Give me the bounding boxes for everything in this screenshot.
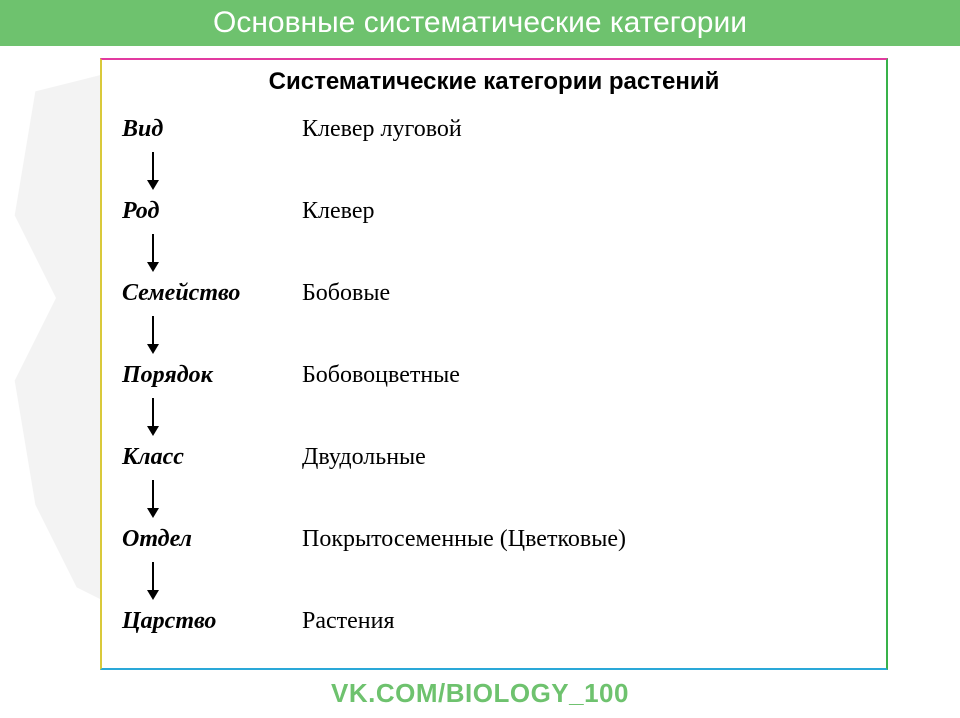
- taxonomy-row: ОтделПокрытосеменные (Цветковые): [122, 518, 866, 560]
- taxonomy-row: ВидКлевер луговой: [122, 108, 866, 150]
- category-label: Род: [122, 198, 302, 225]
- down-arrow-icon: [122, 396, 302, 436]
- taxonomy-row: РодКлевер: [122, 190, 866, 232]
- category-value: Растения: [302, 608, 395, 635]
- category-value: Бобовые: [302, 280, 390, 307]
- category-label: Класс: [122, 444, 302, 471]
- category-label: Отдел: [122, 526, 302, 553]
- taxonomy-row: ЦарствоРастения: [122, 600, 866, 642]
- category-label: Царство: [122, 608, 302, 635]
- taxonomy-row: СемействоБобовые: [122, 272, 866, 314]
- down-arrow-icon: [122, 478, 302, 518]
- category-value: Бобовоцветные: [302, 362, 460, 389]
- category-value: Клевер: [302, 198, 374, 225]
- down-arrow-icon: [122, 150, 302, 190]
- page-title: Основные систематические категории: [213, 6, 747, 40]
- category-value: Покрытосеменные (Цветковые): [302, 526, 626, 553]
- page-header: Основные систематические категории: [0, 0, 960, 46]
- footer-link-text: VK.COM/BIOLOGY_100: [0, 678, 960, 709]
- category-label: Порядок: [122, 362, 302, 389]
- content-box: Систематические категории растений ВидКл…: [100, 58, 888, 670]
- category-value: Клевер луговой: [302, 116, 462, 143]
- taxonomy-rows: ВидКлевер луговойРодКлеверСемействоБобов…: [102, 102, 886, 652]
- box-title: Систематические категории растений: [102, 60, 886, 102]
- taxonomy-row: ПорядокБобовоцветные: [122, 354, 866, 396]
- taxonomy-row: КлассДвудольные: [122, 436, 866, 478]
- category-label: Вид: [122, 116, 302, 143]
- category-label: Семейство: [122, 280, 302, 307]
- down-arrow-icon: [122, 560, 302, 600]
- category-value: Двудольные: [302, 444, 426, 471]
- down-arrow-icon: [122, 314, 302, 354]
- down-arrow-icon: [122, 232, 302, 272]
